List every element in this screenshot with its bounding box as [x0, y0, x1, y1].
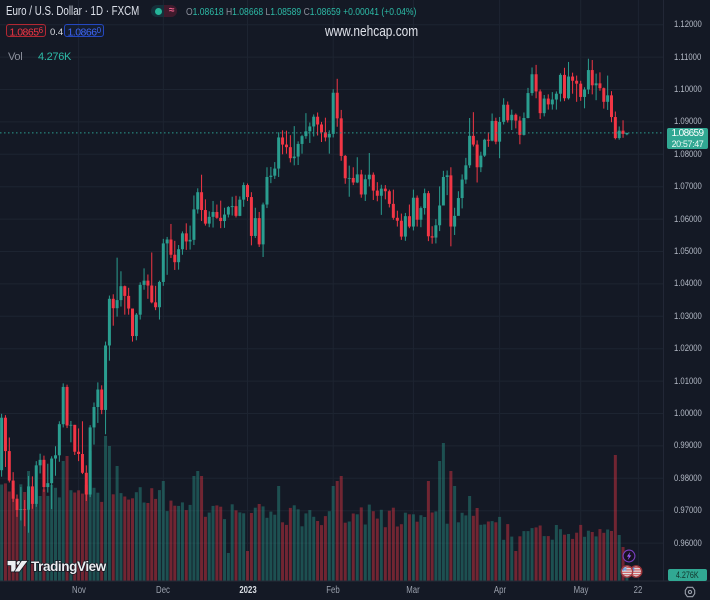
svg-text:TradingView: TradingView: [31, 559, 107, 574]
